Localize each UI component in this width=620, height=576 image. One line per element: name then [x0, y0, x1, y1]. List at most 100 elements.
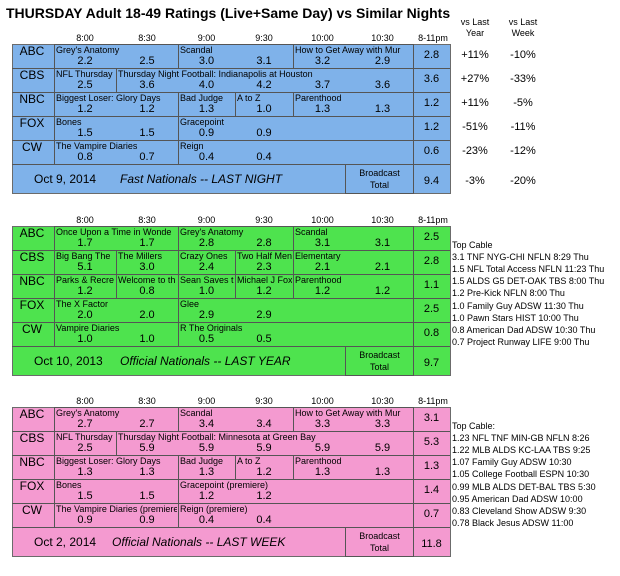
show-cell [54, 226, 178, 250]
network-label: CBS [19, 250, 45, 264]
rating-value: 2.5 [77, 442, 93, 454]
rating-value: 0.9 [256, 127, 272, 139]
show-title: Gracepoint (premiere) [180, 480, 269, 490]
broadcast-total-value: 11.8 [421, 538, 442, 550]
rating-value: 0.5 [198, 333, 215, 345]
broadcast-label-line: Broadcast [359, 350, 400, 360]
show-title: Grey's Anatomy [56, 408, 120, 418]
rating-value: 5.9 [374, 442, 391, 454]
total-col-divider [413, 250, 414, 274]
rating-value: 1.5 [77, 127, 93, 139]
top-cable-item: 0.78 Black Jesus ADSW 11:00 [452, 517, 574, 528]
show-title: Elementary [295, 251, 341, 261]
time-header: 8:30 [138, 33, 156, 43]
show-title: Gracepoint [180, 117, 225, 127]
total-col-divider [413, 479, 414, 503]
show-title: Biggest Loser: Glory Days [56, 93, 161, 103]
rating-value: 3.1 [374, 237, 391, 249]
network-label: CW [22, 503, 42, 517]
show-cell [235, 274, 293, 298]
broadcast-total-label: Broadcast Total [345, 527, 414, 557]
show-title: Scandal [295, 227, 328, 237]
rating-value: 2.9 [374, 55, 391, 67]
vs-last-week-value: -11% [500, 121, 546, 133]
rating-value: 1.2 [139, 103, 155, 115]
total-col-divider [413, 116, 414, 140]
rating-value: 1.3 [77, 466, 93, 478]
row-total: 2.5 [423, 303, 440, 315]
footer-divider [12, 346, 450, 347]
top-cable-title: Top Cable: [452, 421, 496, 431]
top-cable-item: 0.7 Project Runway LIFE 9:00 Thu [452, 336, 590, 347]
top-cable-item: 1.5 NFL Total Access NFLN 11:23 Thu [452, 264, 605, 275]
show-title: Reign [180, 141, 204, 151]
time-header: 8:00 [76, 396, 94, 406]
row-total: 1.3 [423, 460, 440, 472]
show-title: A to Z [237, 456, 261, 466]
total-col-divider [413, 226, 414, 250]
time-header: 8:30 [138, 215, 156, 225]
rating-value: 2.5 [139, 55, 155, 67]
rating-value: 0.9 [77, 514, 93, 526]
top-cable-item: 3.1 TNF NYG-CHI NFLN 8:29 Thu [452, 252, 589, 263]
rating-value: 1.2 [256, 490, 272, 502]
time-header: 8:30 [138, 396, 156, 406]
footer-date: Oct 9, 2014 [34, 172, 97, 186]
show-cell [178, 274, 235, 298]
broadcast-vs-last-year: -3% [452, 175, 498, 187]
top-cable-item: 1.05 College Football ESPN 10:30 [452, 469, 590, 480]
time-header: 8:00 [76, 33, 94, 43]
show-title: Grey's Anatomy [56, 45, 120, 55]
vs-last-week-value: -10% [500, 49, 546, 61]
time-header: 9:00 [197, 33, 216, 43]
total-col-divider [413, 68, 414, 92]
show-cell [178, 455, 235, 479]
top-cable-item: 1.5 ALDS G5 DET-OAK TBS 8:00 Thu [452, 276, 605, 287]
top-cable-item: 0.99 MLB ALDS DET-BAL TBS 5:30 [452, 481, 596, 492]
rating-value: 1.0 [198, 285, 215, 297]
show-title: Once Upon a Time in Wonde [56, 227, 172, 237]
show-title: Michael J Fox [237, 275, 292, 285]
broadcast-label-line: Broadcast [359, 531, 400, 541]
show-cell [293, 226, 413, 250]
rating-value: 3.1 [314, 237, 331, 249]
rating-value: 5.9 [198, 442, 215, 454]
show-title: Two Half Men [237, 251, 292, 261]
ratings-panel [12, 407, 451, 557]
row-total: 1.2 [423, 97, 440, 109]
total-col-divider [413, 44, 414, 68]
show-cell [116, 274, 178, 298]
top-cable-item: 1.07 Family Guy ADSW 10:30 [452, 457, 572, 468]
show-title: How to Get Away with Mur [295, 408, 401, 418]
network-label: NBC [19, 455, 45, 469]
show-title: Bones [56, 480, 82, 490]
show-cell [54, 140, 178, 164]
rating-value: 3.2 [314, 55, 331, 67]
show-cell [54, 322, 178, 346]
show-cell [178, 226, 293, 250]
rating-value: 0.8 [139, 285, 155, 297]
rating-value: 1.2 [256, 285, 272, 297]
time-header: 9:00 [197, 215, 216, 225]
row-total: 0.6 [423, 145, 440, 157]
vs-last-year-value: +11% [452, 97, 498, 109]
rating-value: 2.3 [256, 261, 272, 273]
show-cell [293, 407, 413, 431]
network-label: ABC [19, 226, 45, 240]
rating-value: 3.6 [374, 79, 391, 91]
rating-value: 3.0 [139, 261, 155, 273]
rating-value: 0.4 [198, 514, 215, 526]
network-label: NBC [19, 274, 45, 288]
page-title: THURSDAY Adult 18-49 Ratings (Live+Same … [6, 5, 451, 21]
rating-value: 5.9 [139, 442, 155, 454]
show-cell [178, 92, 235, 116]
show-cell [116, 250, 178, 274]
top-cable-item: 0.8 American Dad ADSW 10:30 Thu [452, 324, 596, 335]
vs-last-year-value: +11% [452, 49, 498, 61]
rating-value: 1.2 [374, 285, 391, 297]
show-cell [178, 116, 293, 140]
rating-value: 0.8 [77, 151, 93, 163]
total-col-divider [413, 431, 414, 455]
show-cell [54, 274, 116, 298]
show-cell [54, 44, 178, 68]
